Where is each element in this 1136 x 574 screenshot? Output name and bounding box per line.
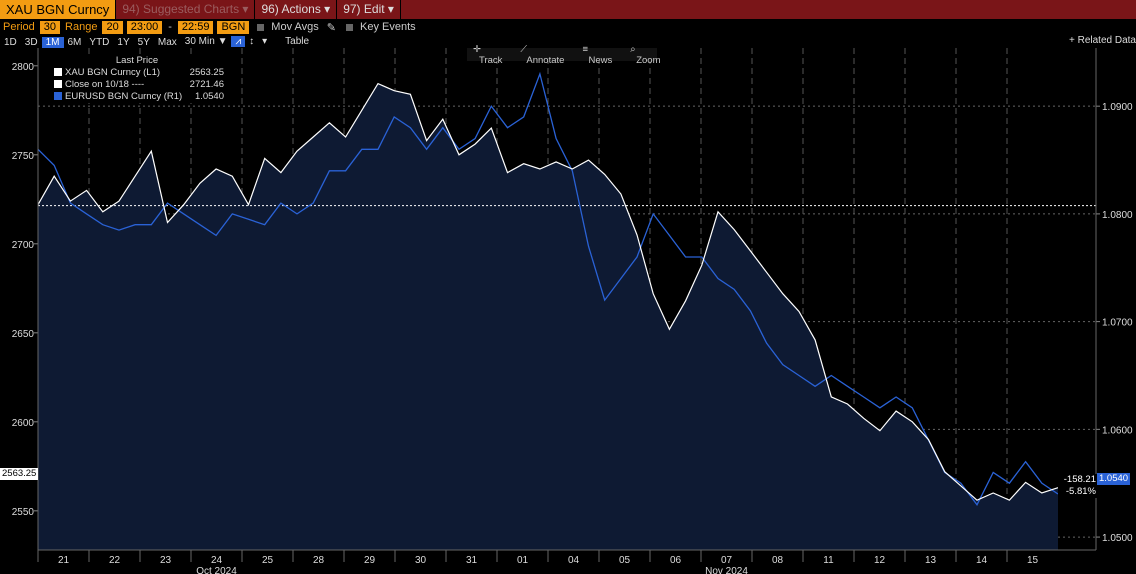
x-tick-label: 08 xyxy=(772,555,784,566)
interval-select[interactable]: 30 Min ▼ xyxy=(184,36,228,47)
legend-swatch xyxy=(54,68,62,76)
ticker-field[interactable]: XAU BGN Curncy xyxy=(0,0,116,19)
period-input[interactable]: 30 xyxy=(39,20,61,34)
left-tick-label: 2650 xyxy=(12,329,35,340)
right-tick-label: 1.0800 xyxy=(1102,210,1133,221)
right-tick-label: 1.0600 xyxy=(1102,425,1133,436)
x-tick-label: 25 xyxy=(262,555,274,566)
left-tick-label: 2700 xyxy=(12,240,35,251)
annotate-tool[interactable]: ⟋ Annotate xyxy=(520,43,565,66)
x-tick-label: 30 xyxy=(415,555,427,566)
related-data-button[interactable]: + Related Data xyxy=(1069,35,1136,46)
key-events-checkbox[interactable] xyxy=(346,23,354,31)
suggested-charts-menu[interactable]: 94) Suggested Charts ▾ xyxy=(116,0,255,19)
legend-item-close[interactable]: Close on 10/18 ---- 2721.46 xyxy=(46,79,228,91)
right-last-price-tag: 1.0540 xyxy=(1097,473,1131,485)
edit-menu[interactable]: 97) Edit ▾ xyxy=(337,0,400,19)
range-input[interactable]: 20 xyxy=(102,20,123,34)
period-button-3d[interactable]: 3D xyxy=(24,36,38,48)
left-tick-label: 2550 xyxy=(12,507,35,518)
x-tick-label: 29 xyxy=(364,555,376,566)
x-tick-label: 23 xyxy=(160,555,172,566)
x-tick-label: 14 xyxy=(976,555,988,566)
left-tick-label: 2600 xyxy=(12,418,35,429)
x-tick-label: 07 xyxy=(721,555,733,566)
x-tick-label: 13 xyxy=(925,555,937,566)
period-bar: 1D 3D 1M 6M YTD 1Y 5Y Max 30 Min ▼ ⩘ ↕ ▾ Table xyxy=(0,35,1136,48)
legend-item-eurusd[interactable]: EURUSD BGN Curncy (R1) 1.0540 xyxy=(46,91,228,103)
left-last-price-tag: 2563.25 xyxy=(0,468,39,480)
period-buttons: 1D 3D 1M 6M YTD 1Y 5Y Max xyxy=(0,36,181,48)
left-tick-label: 2750 xyxy=(12,151,35,162)
line-chart-icon[interactable]: ⩘ xyxy=(231,36,246,47)
candle-icon[interactable]: ↕ xyxy=(249,36,255,47)
x-tick-label: 31 xyxy=(466,555,478,566)
period-button-ytd[interactable]: YTD xyxy=(89,36,110,48)
right-tick-label: 1.0700 xyxy=(1102,318,1133,329)
period-label: Period xyxy=(3,21,35,33)
x-tick-label: 11 xyxy=(823,555,834,566)
period-button-1y[interactable]: 1Y xyxy=(117,36,130,48)
chart-toolbar: ✛ Track ⟋ Annotate ≡ News ⌕ Zoom xyxy=(467,44,661,66)
left-tick-label: 2800 xyxy=(12,62,35,73)
mov-avgs-checkbox[interactable] xyxy=(257,23,265,31)
right-axis: 1.0500 1.0600 1.0700 1.0800 1.0900 xyxy=(1096,102,1133,544)
period-button-1d[interactable]: 1D xyxy=(4,36,17,48)
x-tick-label: 12 xyxy=(874,555,886,566)
xau-area xyxy=(38,83,1058,550)
time-from-input[interactable]: 23:00 xyxy=(126,20,163,34)
xau-line xyxy=(37,82,1059,501)
right-tick-label: 1.0900 xyxy=(1102,102,1133,113)
change-tag: -158.21 xyxy=(1058,474,1098,486)
x-tick-label: 04 xyxy=(568,555,580,566)
actions-menu[interactable]: 96) Actions ▾ xyxy=(255,0,337,19)
time-to-input[interactable]: 22:59 xyxy=(177,20,214,34)
key-events-label[interactable]: Key Events xyxy=(360,21,416,33)
mov-avgs-label[interactable]: Mov Avgs xyxy=(271,21,319,33)
period-button-max[interactable]: Max xyxy=(157,36,177,48)
right-tick-label: 1.0500 xyxy=(1102,533,1133,544)
table-button[interactable]: Table xyxy=(285,36,310,47)
zoom-tool[interactable]: ⌕ Zoom xyxy=(630,43,661,66)
x-tick-label: 21 xyxy=(58,555,70,566)
title-bar-fill xyxy=(400,0,1136,19)
x-tick-label: 05 xyxy=(619,555,631,566)
range-label: Range xyxy=(65,21,98,33)
x-tick-label: 01 xyxy=(517,555,529,566)
period-button-6m[interactable]: 6M xyxy=(67,36,82,48)
change-pct-tag: -5.81% xyxy=(1058,486,1098,498)
left-axis: 2550 2600 2650 2700 2750 2800 xyxy=(12,62,38,518)
period-button-5y[interactable]: 5Y xyxy=(137,36,150,48)
legend: Last Price XAU BGN Curncy (L1) 2563.25 Cl… xyxy=(46,55,228,103)
x-tick-label: 22 xyxy=(109,555,121,566)
x-axis: 21 22 23 24 25 28 29 30 31 01 04 05 06 07 08 11 12 13 14 15… xyxy=(37,549,1096,574)
legend-item-xau[interactable]: XAU BGN Curncy (L1) 2563.25 xyxy=(46,67,228,79)
legend-header: Last Price xyxy=(115,55,159,66)
x-tick-label: 15 xyxy=(1027,555,1039,566)
x-tick-label: 06 xyxy=(670,555,682,566)
legend-swatch xyxy=(54,92,62,100)
month-label: Nov 2024 xyxy=(705,566,748,574)
title-bar: XAU BGN Curncy 94) Suggested Charts ▾ 96… xyxy=(0,0,1136,19)
period-button-1m[interactable]: 1M xyxy=(41,36,64,48)
track-tool[interactable]: ✛ Track xyxy=(473,43,503,66)
month-label: Oct 2024 xyxy=(196,566,237,574)
source-input[interactable]: BGN xyxy=(217,20,250,34)
eurusd-line xyxy=(37,71,1059,507)
x-tick-label: 28 xyxy=(313,555,325,566)
x-tick-label: 24 xyxy=(211,555,223,566)
news-tool[interactable]: ≡ News xyxy=(582,43,613,66)
chart-type-dropdown-icon[interactable]: ▾ xyxy=(262,36,268,47)
legend-swatch xyxy=(54,80,62,88)
params-bar: Period 30 Range 20 23:00 - 22:59 BGN Mov… xyxy=(3,20,416,34)
pencil-icon[interactable]: ✎ xyxy=(326,21,337,34)
